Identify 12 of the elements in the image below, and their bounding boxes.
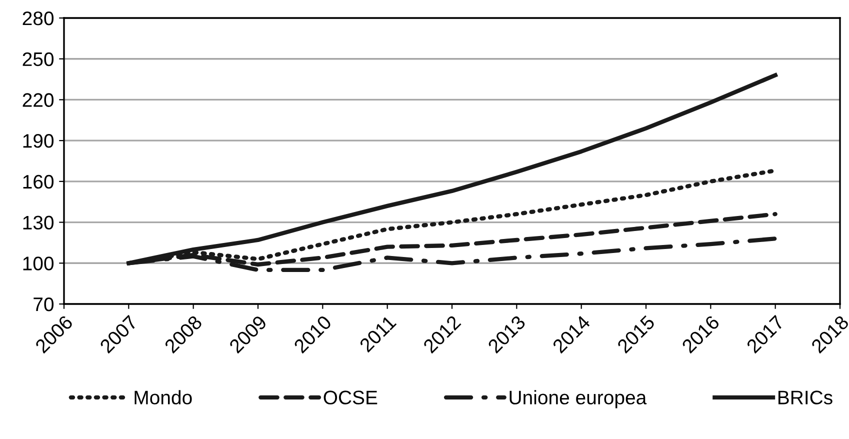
y-tick-label: 250 xyxy=(22,52,54,66)
y-tick-label: 130 xyxy=(23,216,54,230)
y-tick-label: 100 xyxy=(23,256,54,270)
y-tick-label: 160 xyxy=(23,174,54,189)
y-tick-label: 190 xyxy=(23,134,54,148)
legend-label: Unione europea xyxy=(510,390,647,408)
legend-label: OCSE xyxy=(324,390,378,404)
y-tick-label: 220 xyxy=(22,93,54,107)
y-tick-label: 280 xyxy=(22,11,54,26)
y-tick-label: 70 xyxy=(34,297,54,312)
legend-label: Mondo xyxy=(134,390,192,404)
legend-label: BRICs xyxy=(778,390,832,404)
